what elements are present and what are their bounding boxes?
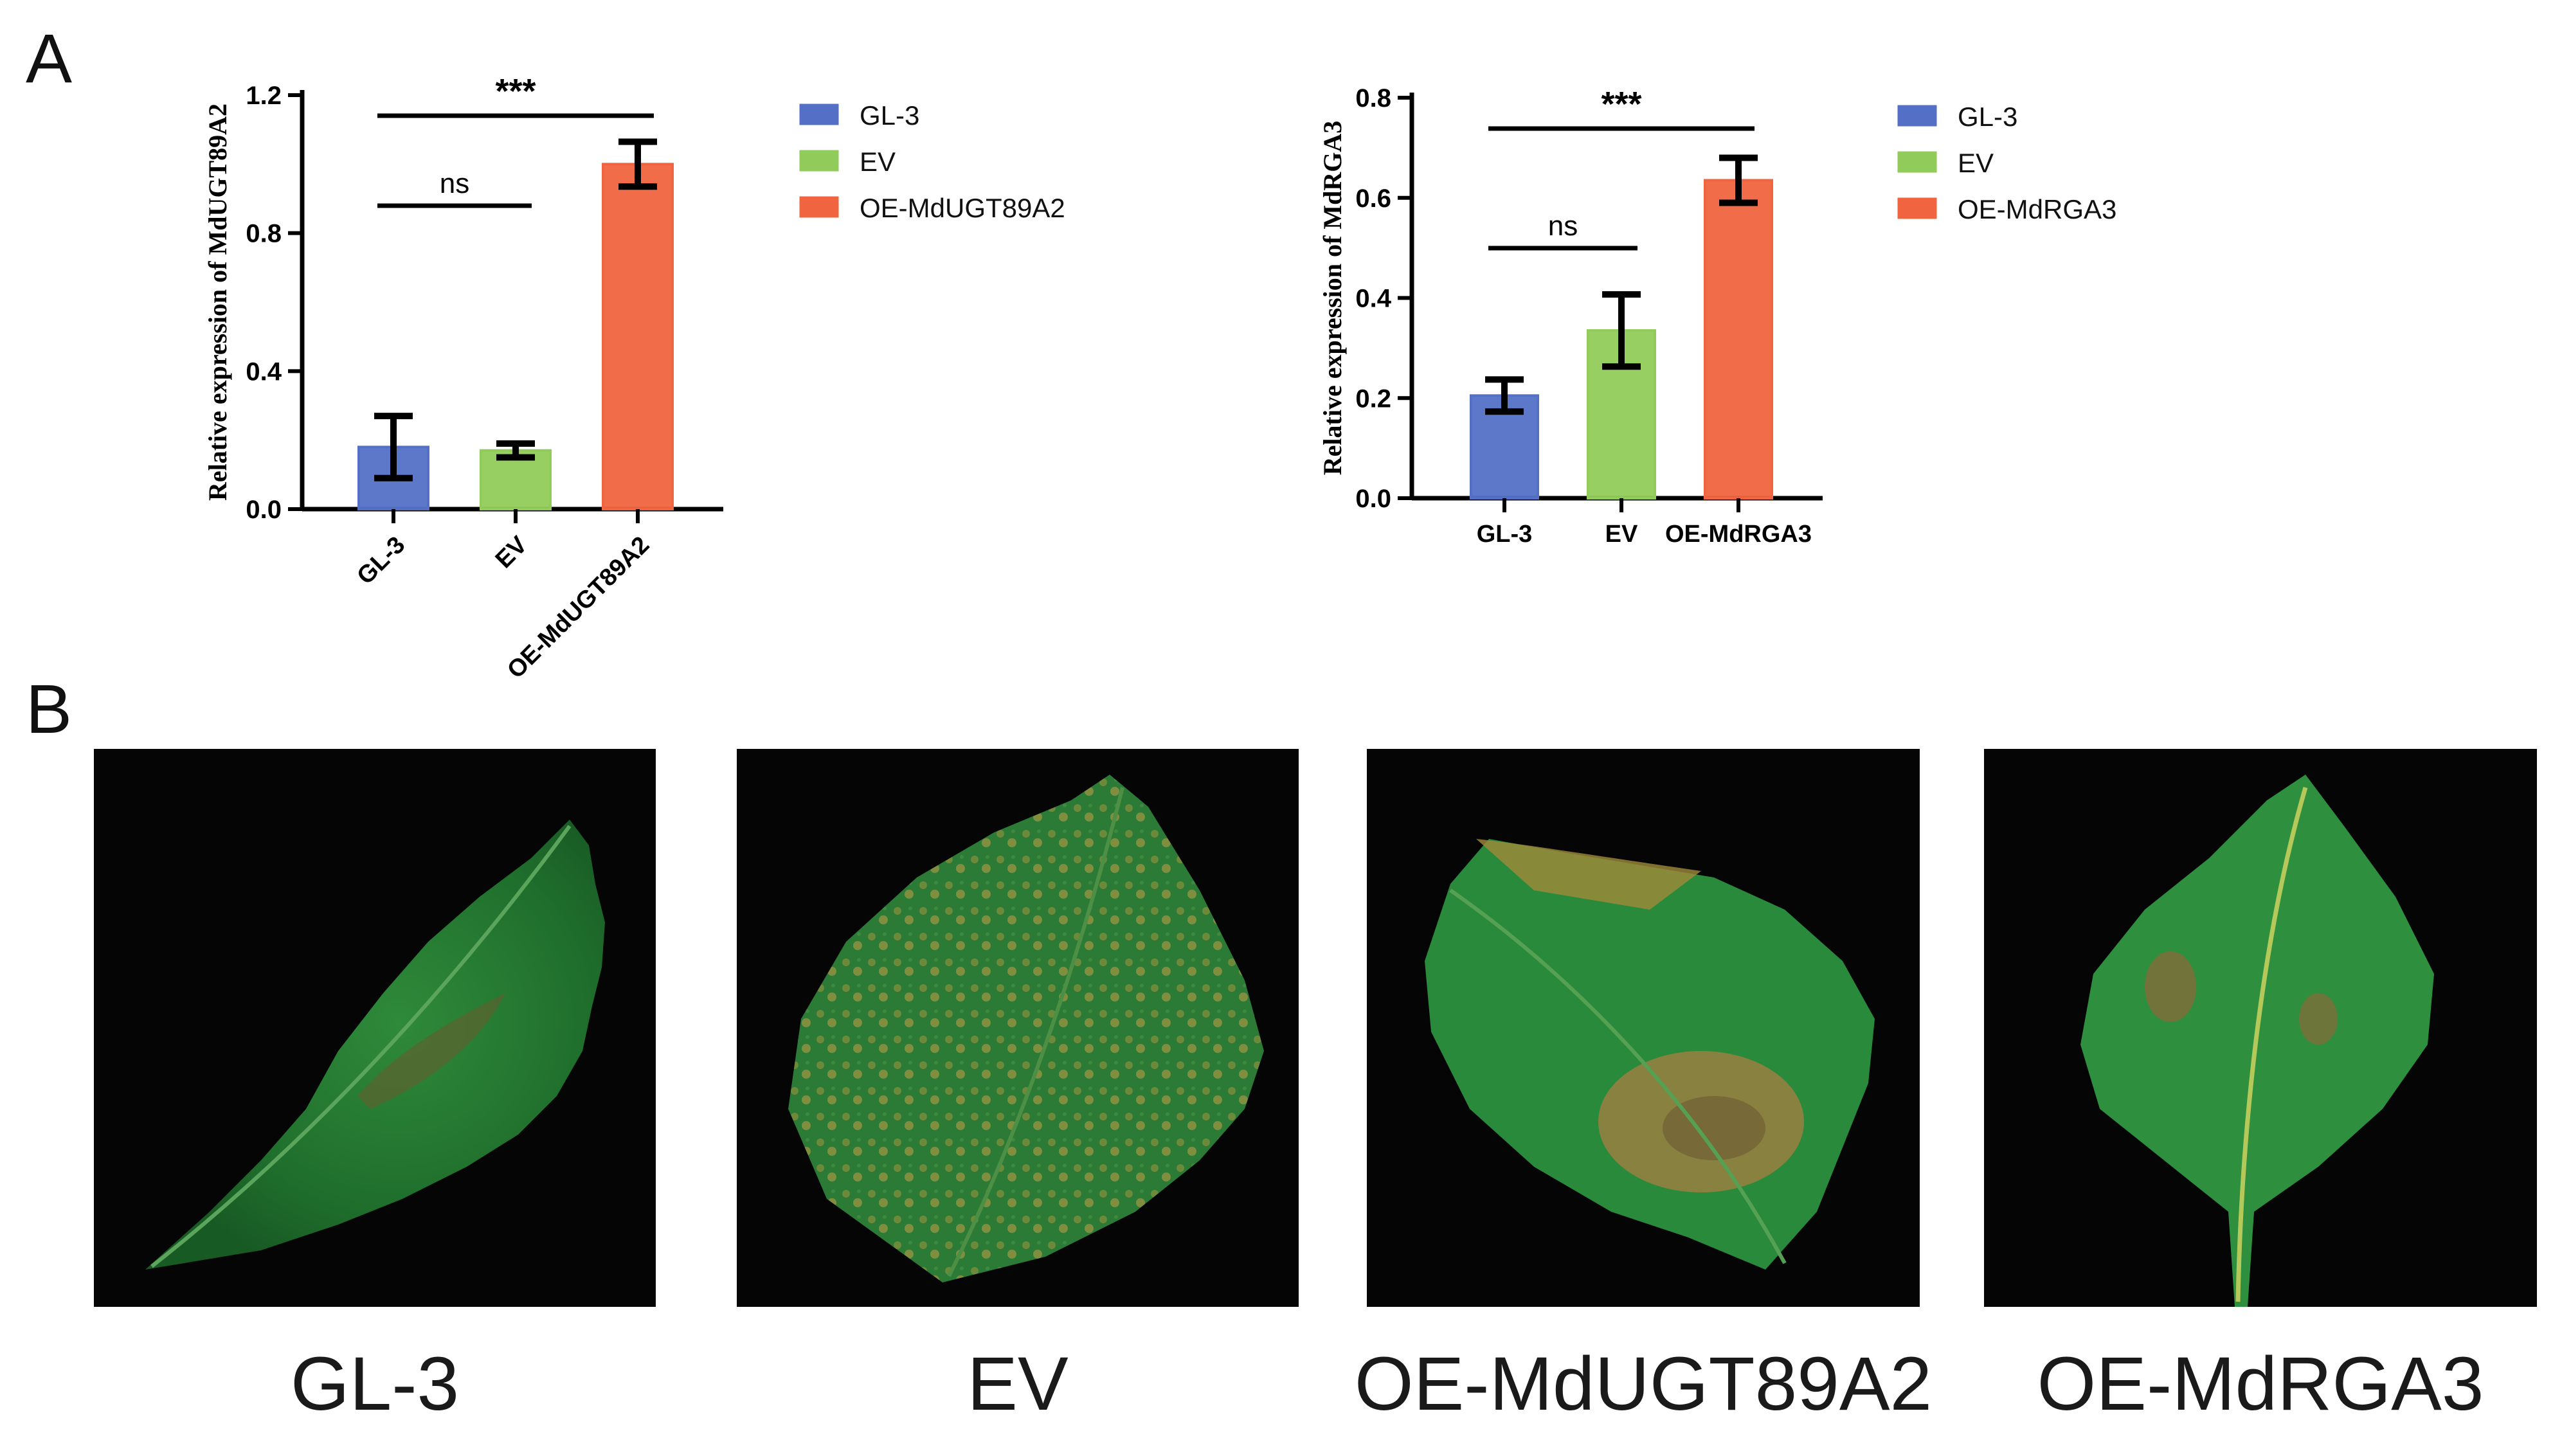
chart1-x-tick-label: GL-3 <box>352 532 410 590</box>
chart2-y-axis-label: Relative expression of MdRGA3 <box>1318 121 1347 475</box>
chart2-legend-swatch <box>1897 151 1937 173</box>
leaf-photo-oe-mdugt89a2 <box>1367 749 1920 1307</box>
chart1-y-tick-label: 1.2 <box>246 82 282 110</box>
chart2-x-tick-label: GL-3 <box>1477 521 1533 548</box>
chart2-legend-label: GL-3 <box>1958 102 2017 132</box>
leaf-image <box>1425 839 1875 1270</box>
leaf-image <box>145 820 605 1270</box>
leaf-photo-gl3 <box>94 749 656 1307</box>
chart1-legend-label: EV <box>860 147 896 177</box>
chart2-y-tick-label: 0.2 <box>1355 384 1391 413</box>
chart2-significance-label: ns <box>1548 210 1578 242</box>
chart2-legend-swatch <box>1897 105 1937 127</box>
leaf-photo-oe-mdrga3 <box>1984 749 2537 1307</box>
chart1-bar-oe-mdugt89a2 <box>602 163 674 511</box>
chart2-bar-oe-mdrga3 <box>1704 179 1773 499</box>
bar-charts: 0.0 0.4 0.8 1.2 Relative expression of MdUGT… <box>203 72 2116 681</box>
chart2-x-tick-label: OE-MdRGA3 <box>1665 521 1812 548</box>
chart1-legend-swatch <box>799 103 839 125</box>
chart2-legend-label: EV <box>1958 148 1994 178</box>
leaf-image <box>788 775 1264 1282</box>
caption-gl3: GL-3 <box>290 1342 460 1426</box>
chart2-legend-label: OE-MdRGA3 <box>1958 194 2116 224</box>
chart1-y-axis-label: Relative expression of MdUGT89A2 <box>203 103 232 501</box>
leaf-photo-ev <box>737 749 1299 1307</box>
chart2-y-tick-label: 0.8 <box>1355 84 1391 112</box>
chart1-significance-label: *** <box>495 72 536 111</box>
chart2-significance-label: *** <box>1601 85 1641 123</box>
caption-ev: EV <box>967 1342 1069 1426</box>
chart1-legend-swatch <box>799 150 839 172</box>
chart1-legend-label: GL-3 <box>860 100 919 130</box>
leaf-image <box>2080 775 2434 1307</box>
chart1-significance-label: ns <box>440 168 469 199</box>
chart2-y-tick-label: 0.6 <box>1355 184 1391 213</box>
chart2-x-tick-label: EV <box>1605 521 1638 548</box>
chart1-x-tick-label: EV <box>491 531 533 573</box>
panel-label-a: A <box>26 19 73 97</box>
chart2-legend-swatch <box>1897 197 1937 219</box>
chart1-y-tick-label: 0.4 <box>246 357 282 386</box>
chart1-legend-swatch <box>799 196 839 218</box>
caption-oe-mdrga3: OE-MdRGA3 <box>2037 1342 2484 1426</box>
chart2-y-tick-label: 0.4 <box>1355 285 1391 313</box>
chart2-y-tick-label: 0.0 <box>1355 485 1391 513</box>
chart1-legend-label: OE-MdUGT89A2 <box>860 193 1065 223</box>
chart1-y-tick-label: 0.0 <box>246 496 282 524</box>
caption-oe-mdugt89a2: OE-MdUGT89A2 <box>1354 1342 1933 1426</box>
panel-label-b: B <box>26 670 73 748</box>
chart1-y-tick-label: 0.8 <box>246 220 282 248</box>
